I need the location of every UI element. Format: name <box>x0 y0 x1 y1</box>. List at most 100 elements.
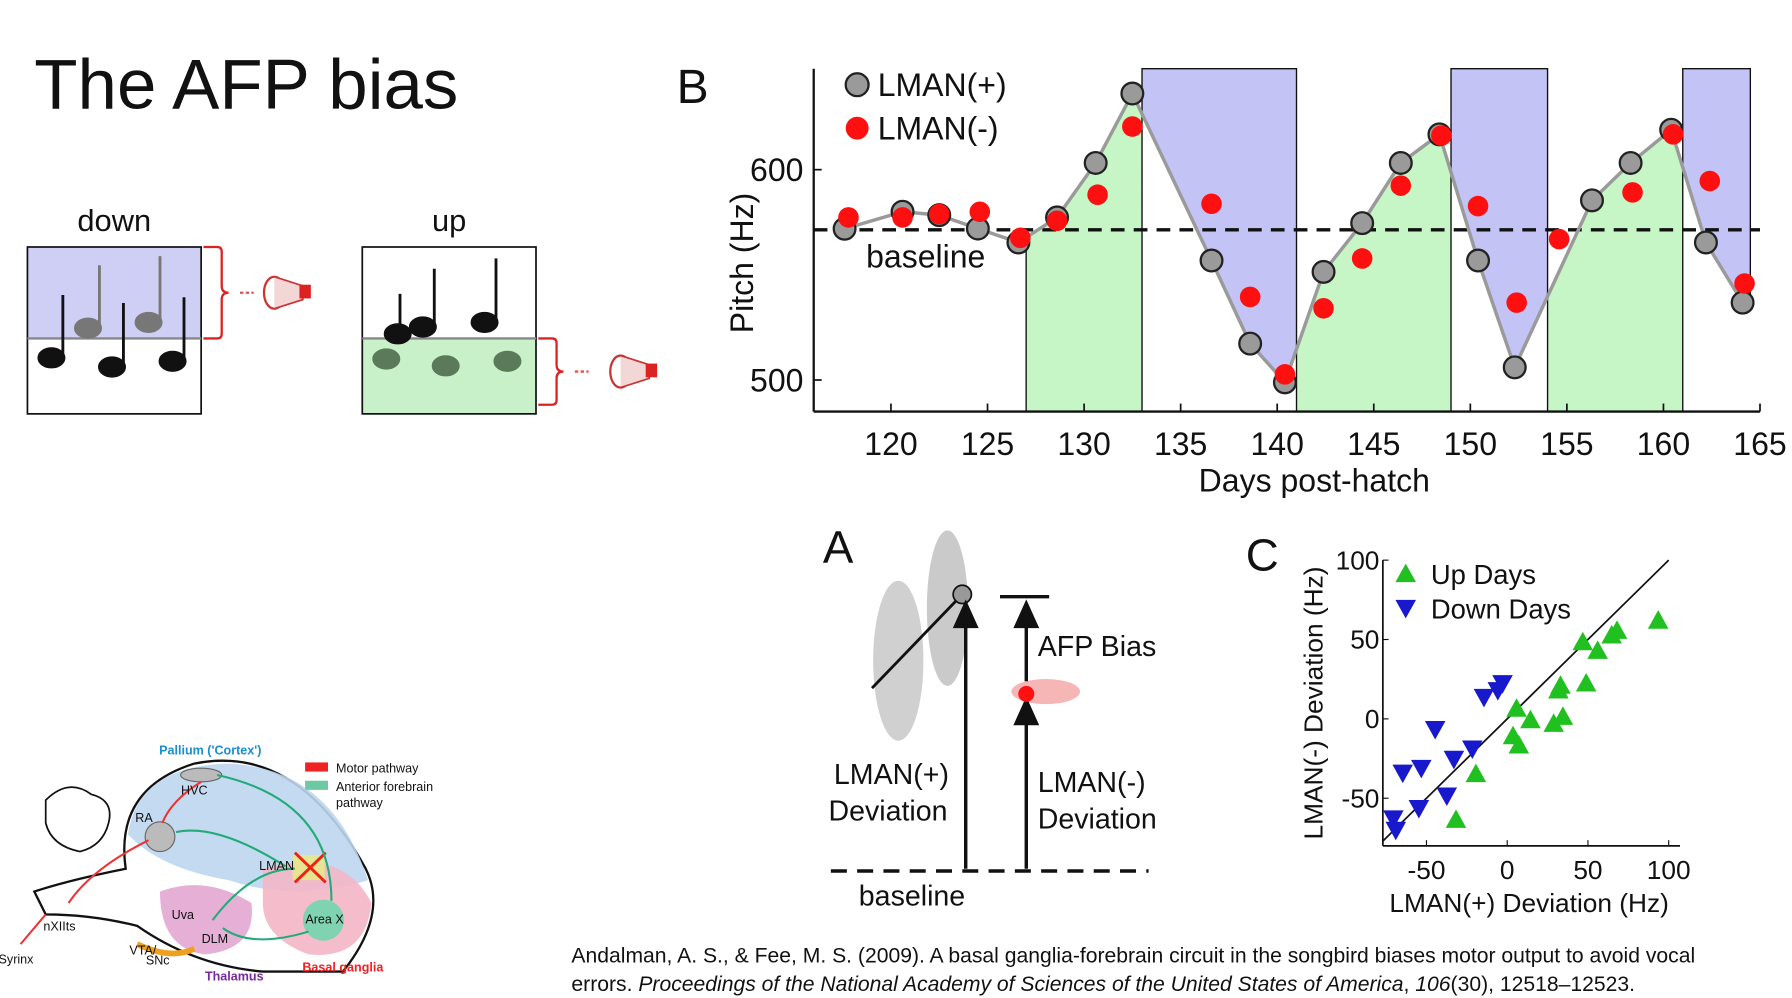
label: RA <box>135 811 153 825</box>
arrows <box>952 594 1050 869</box>
label: SNc <box>146 954 170 968</box>
legend-marker <box>845 116 869 140</box>
label: Basal ganglia <box>302 961 384 975</box>
point <box>1120 81 1145 106</box>
slide-title: The AFP bias <box>34 46 458 125</box>
label: nXIIts <box>43 919 75 933</box>
up-bracket <box>538 337 564 406</box>
x-tick-label: 135 <box>1154 426 1207 462</box>
point <box>1506 292 1527 313</box>
panel-label: A <box>823 521 854 572</box>
x-tick-label: 100 <box>1647 855 1691 885</box>
x-tick-label: 145 <box>1347 426 1400 462</box>
up-region <box>1025 94 1143 413</box>
x-tick-label: 160 <box>1637 426 1690 462</box>
point <box>1311 259 1336 284</box>
trend-line <box>870 593 964 690</box>
citation: errors. Proceedings of the National Acad… <box>571 973 1635 996</box>
point <box>1445 809 1467 828</box>
point <box>969 201 991 223</box>
point <box>1487 682 1509 701</box>
notes-gray <box>74 256 522 377</box>
down-shade <box>27 247 202 339</box>
down-region <box>1141 68 1298 384</box>
label: Area X <box>305 913 344 927</box>
point <box>1238 331 1263 356</box>
series-line <box>844 89 1745 386</box>
x-tick-label: 140 <box>1251 426 1304 462</box>
point <box>1122 116 1143 137</box>
panel-a: A AFP Bias LMAN(+) Deviation LMAN(-) Dev… <box>823 521 1157 912</box>
y-axis-label: LMAN(-) Deviation (Hz) <box>1298 567 1328 840</box>
point <box>1411 759 1432 779</box>
citation-part: errors. <box>571 973 638 996</box>
legend-label: LMAN(+) <box>878 67 1007 103</box>
down-label: down <box>77 203 151 238</box>
point <box>1601 624 1622 644</box>
point <box>1662 124 1684 145</box>
point <box>838 207 859 228</box>
point <box>1572 631 1594 651</box>
point <box>1046 210 1068 232</box>
point <box>1575 673 1597 692</box>
x-tick-label: 130 <box>1057 426 1110 462</box>
point <box>1351 248 1373 269</box>
point <box>1462 740 1483 759</box>
label: LMAN <box>259 859 294 873</box>
point <box>1465 763 1487 783</box>
y-axis-label: Pitch (Hz) <box>724 193 760 333</box>
volume: 106 <box>1415 973 1450 996</box>
legend-label: Up Days <box>1431 559 1536 590</box>
x-tick-label: 150 <box>1444 426 1497 462</box>
legend-label: pathway <box>336 796 384 810</box>
label: VTA/ <box>129 943 156 957</box>
up-region <box>1546 130 1684 413</box>
label: HVC <box>181 783 208 797</box>
identity-line <box>1382 559 1670 842</box>
point <box>1543 713 1564 732</box>
point <box>1083 150 1108 175</box>
y-tick-label: -50 <box>1341 783 1379 813</box>
up-label: up <box>432 203 466 238</box>
journal: Proceedings of the National Academy of S… <box>638 973 1403 996</box>
point <box>1693 230 1718 255</box>
legend-marker <box>1395 599 1416 619</box>
point <box>1520 709 1541 729</box>
point <box>1548 680 1569 699</box>
x-tick-label: 0 <box>1500 855 1515 885</box>
y-tick-label: 600 <box>750 152 803 188</box>
citation: Andalman, A. S., & Fee, M. S. (2009). A … <box>571 944 1695 967</box>
legend-marker <box>1395 563 1416 583</box>
point <box>1388 150 1413 175</box>
point <box>1408 800 1430 819</box>
label: DLM <box>202 932 229 946</box>
baseline-label: baseline <box>859 880 965 912</box>
plus-label: Deviation <box>828 796 947 828</box>
x-tick-label: -50 <box>1407 855 1445 885</box>
legend-label: Motor pathway <box>336 762 419 776</box>
plus-point <box>952 584 973 605</box>
x-axis-label: LMAN(+) Deviation (Hz) <box>1389 888 1669 918</box>
schematic: down up <box>26 203 658 415</box>
point <box>1431 125 1452 146</box>
point <box>1392 764 1414 784</box>
legend-label: Down Days <box>1431 593 1571 624</box>
x-tick-label: 120 <box>864 426 917 462</box>
point <box>1548 228 1570 250</box>
x-axis-label: Days post-hatch <box>1199 463 1430 499</box>
citation-part: , <box>1404 973 1416 996</box>
baseline-label: baseline <box>866 239 985 275</box>
point <box>1010 227 1031 249</box>
plus-label: LMAN(+) <box>834 759 949 791</box>
citation-part: (30), 12518–12523. <box>1451 973 1635 996</box>
point <box>1383 810 1404 829</box>
point <box>1699 170 1721 192</box>
y-tick-label: 0 <box>1365 704 1380 734</box>
point <box>1579 188 1604 213</box>
minus-label: Deviation <box>1038 804 1157 836</box>
point <box>1734 273 1755 294</box>
down-box <box>26 246 202 415</box>
point <box>1730 290 1755 315</box>
